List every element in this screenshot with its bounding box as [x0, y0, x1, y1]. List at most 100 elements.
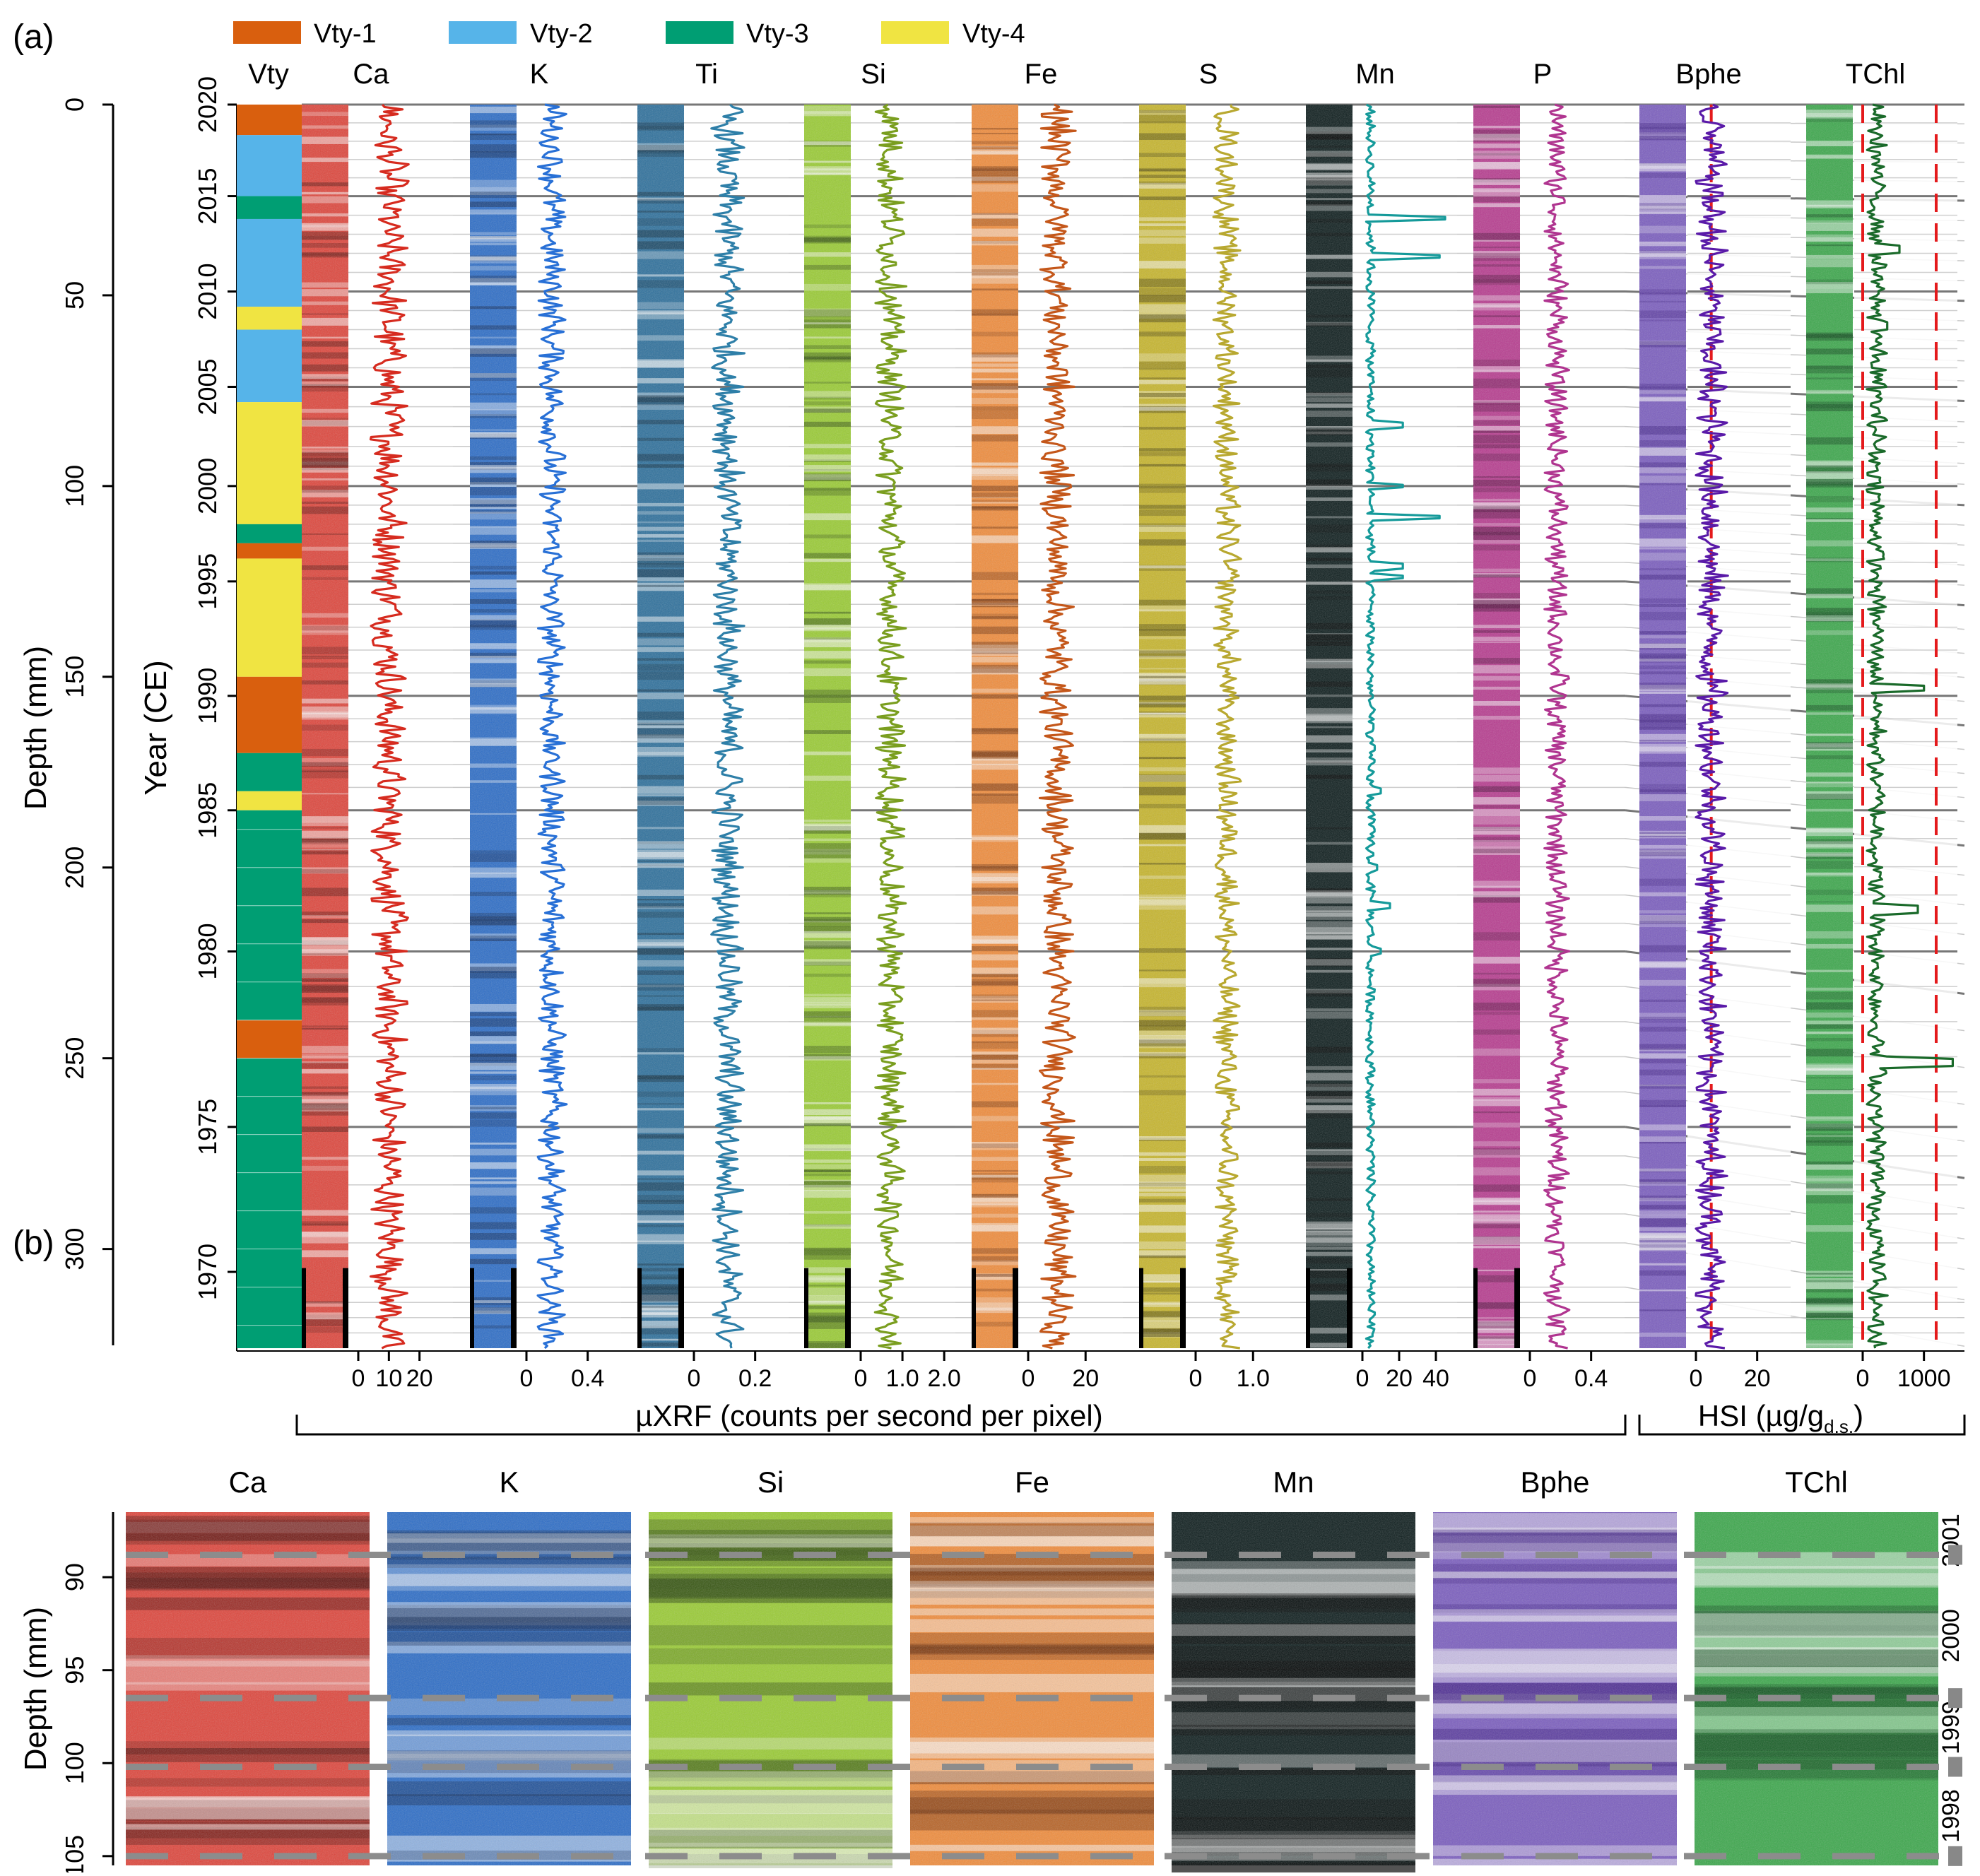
element-column-tchl: TChl 0 1000 — [1806, 59, 1957, 1392]
element-column-ti: Ti 0 0.2 — [637, 59, 789, 1392]
element-column-p: P 0 0.4 — [1473, 59, 1625, 1392]
scan-gap-right — [1013, 1268, 1018, 1348]
legend-label-vty2: Vty-2 — [530, 19, 593, 49]
data-line-bphe — [1695, 103, 1729, 1350]
column-header-ti: Ti — [695, 59, 718, 90]
scan-texture — [1139, 105, 1186, 1348]
scan-gap-left — [302, 1268, 306, 1348]
panel-b-image-mn: Mn — [1172, 1465, 1415, 1876]
column-header-s: S — [1199, 59, 1218, 90]
year-tick-label: 1990 — [193, 668, 222, 724]
vty-segment — [237, 543, 302, 559]
x-tick-label: 10 — [375, 1365, 402, 1392]
x-tick-label: 1000 — [1897, 1365, 1951, 1392]
hsi-label-end: ) — [1854, 1399, 1863, 1432]
scan-gap-right — [845, 1268, 851, 1348]
column-header-tchl: TChl — [1846, 59, 1905, 90]
hsi-axis-label: HSI (µg/gd.s.) — [1698, 1399, 1863, 1437]
data-line-s — [1212, 104, 1242, 1350]
year-tick-label: 1980 — [193, 923, 222, 979]
scan-gap-right — [511, 1268, 517, 1348]
x-tick-label: 20 — [406, 1365, 433, 1392]
vty-segment — [237, 402, 302, 524]
year-tick-label: 2005 — [193, 358, 222, 415]
panel-b-texture — [1172, 1512, 1415, 1865]
vty-segment — [237, 791, 302, 810]
plot-area-k — [518, 105, 621, 1348]
scan-gap-left — [972, 1268, 976, 1348]
year-axis-ticks: 2020 2015 2010 2005 2000 1995 1990 1985 1980 1975… — [193, 76, 237, 1351]
element-column-mn: Mn 0 20 40 — [1306, 59, 1457, 1392]
depth-tick-label: 0 — [60, 98, 89, 112]
panel-b-depth-tick-label: 95 — [60, 1656, 89, 1685]
scan-gap-right — [678, 1268, 684, 1348]
vty-segment — [237, 105, 302, 136]
year-axis: Year (CE) 2020 2015 2010 2005 2000 1995 1990 19… — [139, 76, 237, 1351]
plot-area-p — [1521, 105, 1625, 1348]
data-line-ti — [710, 103, 746, 1349]
x-tick-label: 20 — [1386, 1365, 1413, 1392]
depth-axis-ticks: 0 50 100 150 200 250 300 — [60, 98, 113, 1270]
panel-b-year-separator — [1948, 1545, 1962, 1565]
data-line-p — [1543, 103, 1571, 1350]
x-tick-label: 0.2 — [738, 1365, 772, 1392]
x-tick-label: 0 — [352, 1365, 365, 1392]
scan-gap-left — [804, 1268, 808, 1348]
panel-b-texture — [910, 1512, 1154, 1865]
element-column-fe: Fe 0 20 — [972, 59, 1123, 1392]
legend-swatch-vty1 — [233, 21, 301, 44]
panel-b-depth-tick-label: 100 — [60, 1742, 89, 1784]
depth-tick-label: 150 — [60, 656, 89, 698]
panel-b-image-title: K — [499, 1465, 519, 1499]
year-tick-label: 1970 — [193, 1244, 222, 1300]
panel-b-image-bphe: Bphe — [1433, 1465, 1677, 1874]
scan-gap-left — [637, 1268, 642, 1348]
x-tick-label: 0 — [688, 1365, 701, 1392]
plot-area-fe — [1020, 105, 1123, 1348]
x-tick-label: 0 — [1856, 1365, 1870, 1392]
scan-texture — [804, 105, 851, 1348]
depth-tick-label: 50 — [60, 281, 89, 309]
panel-b-image-k: K — [387, 1465, 631, 1865]
year-tick-label: 2020 — [193, 76, 222, 133]
data-line-ca — [369, 103, 410, 1350]
legend-swatch-vty2 — [449, 21, 517, 44]
x-tick-label: 20 — [1744, 1365, 1771, 1392]
x-tick-label: 0 — [520, 1365, 534, 1392]
panel-b-year-label: 1999 — [1938, 1701, 1964, 1754]
x-tick-label: 20 — [1072, 1365, 1099, 1392]
column-header-k: K — [530, 59, 549, 90]
vty-segment — [237, 753, 302, 791]
year-tick-label: 2010 — [193, 263, 222, 319]
panel-b-year-separator — [1948, 1688, 1962, 1709]
year-tick-label: 1985 — [193, 782, 222, 839]
vty-column-header: Vty — [248, 59, 289, 90]
panel-b-year-label: 2000 — [1938, 1609, 1964, 1663]
scan-gap-left — [1139, 1268, 1143, 1348]
element-column-bphe: Bphe 0 20 — [1639, 59, 1791, 1392]
panel-b-depth-ticks: 90 95 100 105 — [60, 1563, 113, 1876]
scan-texture — [972, 105, 1018, 1348]
panel-b-texture — [649, 1512, 892, 1865]
xrf-bracket-line — [295, 1415, 1627, 1436]
depth-tick-label: 100 — [60, 465, 89, 507]
column-header-si: Si — [861, 59, 886, 90]
depth-axis: Depth (mm) 0 50 100 150 200 250 300 — [18, 98, 114, 1345]
plot-area-si — [852, 105, 955, 1348]
panel-b-image-title: Bphe — [1520, 1465, 1589, 1499]
vty-classification-bar — [237, 105, 302, 1348]
depth-tick-label: 300 — [60, 1228, 89, 1270]
scan-gap-right — [343, 1268, 348, 1348]
legend: Vty-1 Vty-2 Vty-3 Vty-4 — [233, 19, 1025, 49]
x-tick-label: 2.0 — [928, 1365, 961, 1392]
scan-gap-left — [1473, 1268, 1478, 1348]
element-column-s: S 0 1.0 — [1139, 59, 1290, 1392]
legend-swatch-vty4 — [881, 21, 949, 44]
panel-b-depth-axis-label: Depth (mm) — [18, 1607, 53, 1771]
panel-b-image-title: Mn — [1273, 1465, 1314, 1499]
